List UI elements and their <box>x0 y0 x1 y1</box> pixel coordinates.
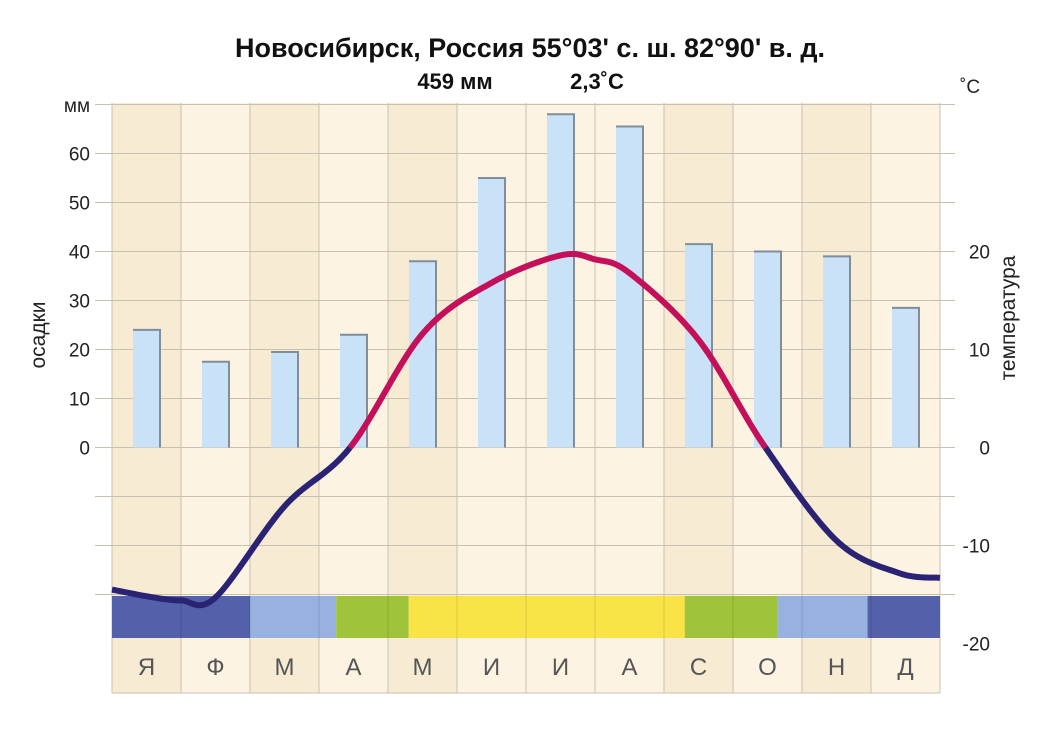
month-label: И <box>552 654 569 681</box>
precip-bar <box>547 114 574 448</box>
precip-axis-label: осадки <box>27 301 50 368</box>
precip-tick-labels: 0 10 20 30 40 50 60 <box>69 145 90 460</box>
precip-bar <box>892 307 919 448</box>
temp-unit-label: ˚С <box>960 77 980 98</box>
temp-mean: 2,3˚С <box>570 69 624 94</box>
precip-tick-label: 10 <box>69 390 90 411</box>
precip-bar-edge <box>478 177 506 448</box>
precip-bar <box>202 361 229 448</box>
month-label: А <box>621 654 637 681</box>
season-band-winter <box>867 596 940 638</box>
precip-bar-edge <box>340 333 368 448</box>
precip-bar-edge <box>409 260 437 448</box>
temp-tick-labels: 20 10 0 -10 -20 <box>963 243 990 656</box>
temp-curve-below-zero <box>109 445 353 609</box>
precip-bar <box>271 351 298 448</box>
precip-total: 459 мм <box>417 69 492 94</box>
precip-bar-edge <box>202 360 230 448</box>
grid-lines <box>95 103 955 694</box>
temp-tick-label: -20 <box>963 635 990 656</box>
precip-bar-edge <box>685 243 713 448</box>
temp-tick-label: 10 <box>969 341 990 362</box>
month-label: О <box>758 654 777 681</box>
month-label: М <box>413 654 433 681</box>
month-label: Я <box>138 654 155 681</box>
month-label: Н <box>828 654 845 681</box>
precipitation-bars <box>133 113 920 448</box>
month-label: И <box>483 654 500 681</box>
season-band-transition <box>777 596 868 638</box>
precip-tick-label: 20 <box>69 341 90 362</box>
precip-bar <box>754 251 781 448</box>
season-band <box>112 596 940 638</box>
temp-curve-below-zero <box>762 445 943 581</box>
precip-tick-label: 40 <box>69 243 90 264</box>
temp-axis-label: температура <box>997 255 1020 380</box>
season-band-spring <box>684 596 778 638</box>
precip-bar-edge <box>823 255 851 448</box>
month-label: М <box>275 654 295 681</box>
chart-title: Новосибирск, Россия 55°03' с. ш. 82°90' … <box>235 33 825 63</box>
season-band-transition <box>250 596 337 638</box>
season-band-spring <box>336 596 409 638</box>
temp-curve-above-zero <box>347 250 768 450</box>
precip-bar-edge <box>616 125 644 448</box>
precip-bar <box>685 244 712 448</box>
precip-bar-edge <box>271 350 299 448</box>
temp-tick-label: -10 <box>963 537 990 558</box>
precip-bar <box>478 178 505 448</box>
precip-unit-label: мм <box>64 96 90 117</box>
temperature-curve <box>109 250 943 609</box>
precip-tick-label: 0 <box>79 439 90 460</box>
month-label: С <box>690 654 707 681</box>
season-band-summer <box>408 596 685 638</box>
precip-bar-edge <box>892 306 920 448</box>
precip-bar <box>616 126 643 448</box>
precip-bar <box>133 329 160 448</box>
precip-bar <box>823 256 850 448</box>
temp-tick-label: 20 <box>969 243 990 264</box>
precip-bar-edge <box>133 328 161 448</box>
precip-bar-edge <box>547 113 575 448</box>
precip-bar <box>409 261 436 448</box>
precip-bar-edge <box>754 250 782 448</box>
month-label: Д <box>897 654 913 681</box>
temp-tick-label: 0 <box>979 439 990 460</box>
precip-tick-label: 50 <box>69 194 90 215</box>
precip-tick-label: 60 <box>69 145 90 166</box>
month-label: А <box>345 654 361 681</box>
month-label: Ф <box>206 654 224 681</box>
precip-tick-label: 30 <box>69 292 90 313</box>
